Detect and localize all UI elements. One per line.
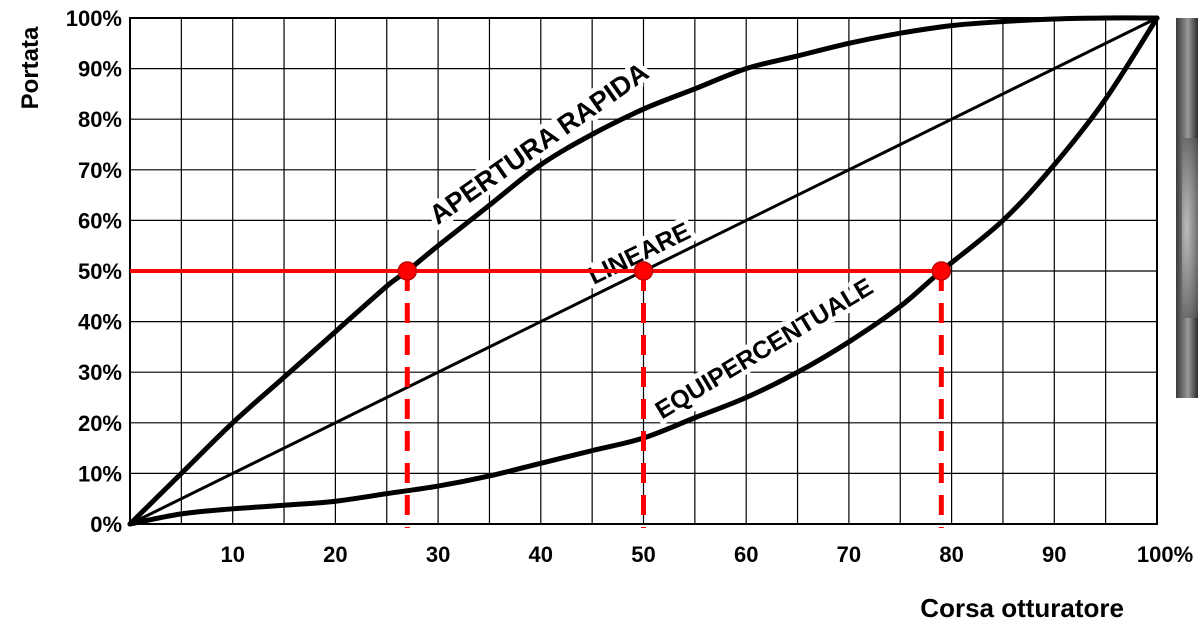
reference-point (931, 261, 952, 281)
y-tick-label: 0% (90, 512, 122, 537)
y-tick-label: 80% (78, 107, 122, 132)
x-tick-label: 40 (529, 542, 553, 567)
x-axis-title: Corsa otturatore (920, 593, 1124, 618)
x-tick-label: 10 (220, 542, 244, 567)
curve-label-apertura-rapida: APERTURA RAPIDA (424, 57, 654, 231)
y-tick-label: 50% (78, 259, 122, 284)
y-tick-label: 20% (78, 411, 122, 436)
y-tick-label: 40% (78, 310, 122, 335)
y-tick-label: 60% (78, 208, 122, 233)
axis-ticks: 0% 10% 20% 30% 40% 50% 60% 70% 80% 90% 100% 10 20 30 4… (66, 6, 1193, 567)
x-tick-label: 60 (734, 542, 758, 567)
x-tick-label: 100% (1137, 542, 1193, 567)
y-tick-label: 100% (66, 6, 122, 31)
x-tick-label: 90 (1042, 542, 1066, 567)
y-tick-label: 30% (78, 360, 122, 385)
curve-apertura-rapida (127, 15, 1160, 527)
x-tick-label: 70 (837, 542, 861, 567)
x-tick-label: 30 (426, 542, 450, 567)
side-photo (1176, 18, 1198, 398)
x-tick-label: 20 (323, 542, 347, 567)
curve-label-equipercentuale: EQUIPERCENTUALE (651, 273, 879, 425)
side-photo-detail (1182, 138, 1198, 318)
reference-point (633, 261, 654, 281)
y-tick-label: 90% (78, 57, 122, 82)
y-tick-label: 70% (78, 158, 122, 183)
y-axis-title: Portata (17, 26, 44, 109)
x-tick-label: 80 (939, 542, 963, 567)
curve-equipercentuale (127, 15, 1160, 527)
reference-lines (130, 261, 952, 528)
y-tick-label: 10% (78, 461, 122, 486)
reference-point (397, 261, 418, 281)
x-tick-label: 50 (631, 542, 655, 567)
